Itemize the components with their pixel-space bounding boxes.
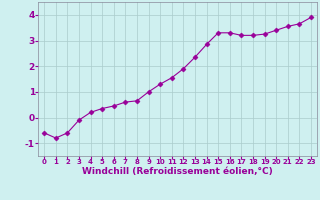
X-axis label: Windchill (Refroidissement éolien,°C): Windchill (Refroidissement éolien,°C) (82, 167, 273, 176)
